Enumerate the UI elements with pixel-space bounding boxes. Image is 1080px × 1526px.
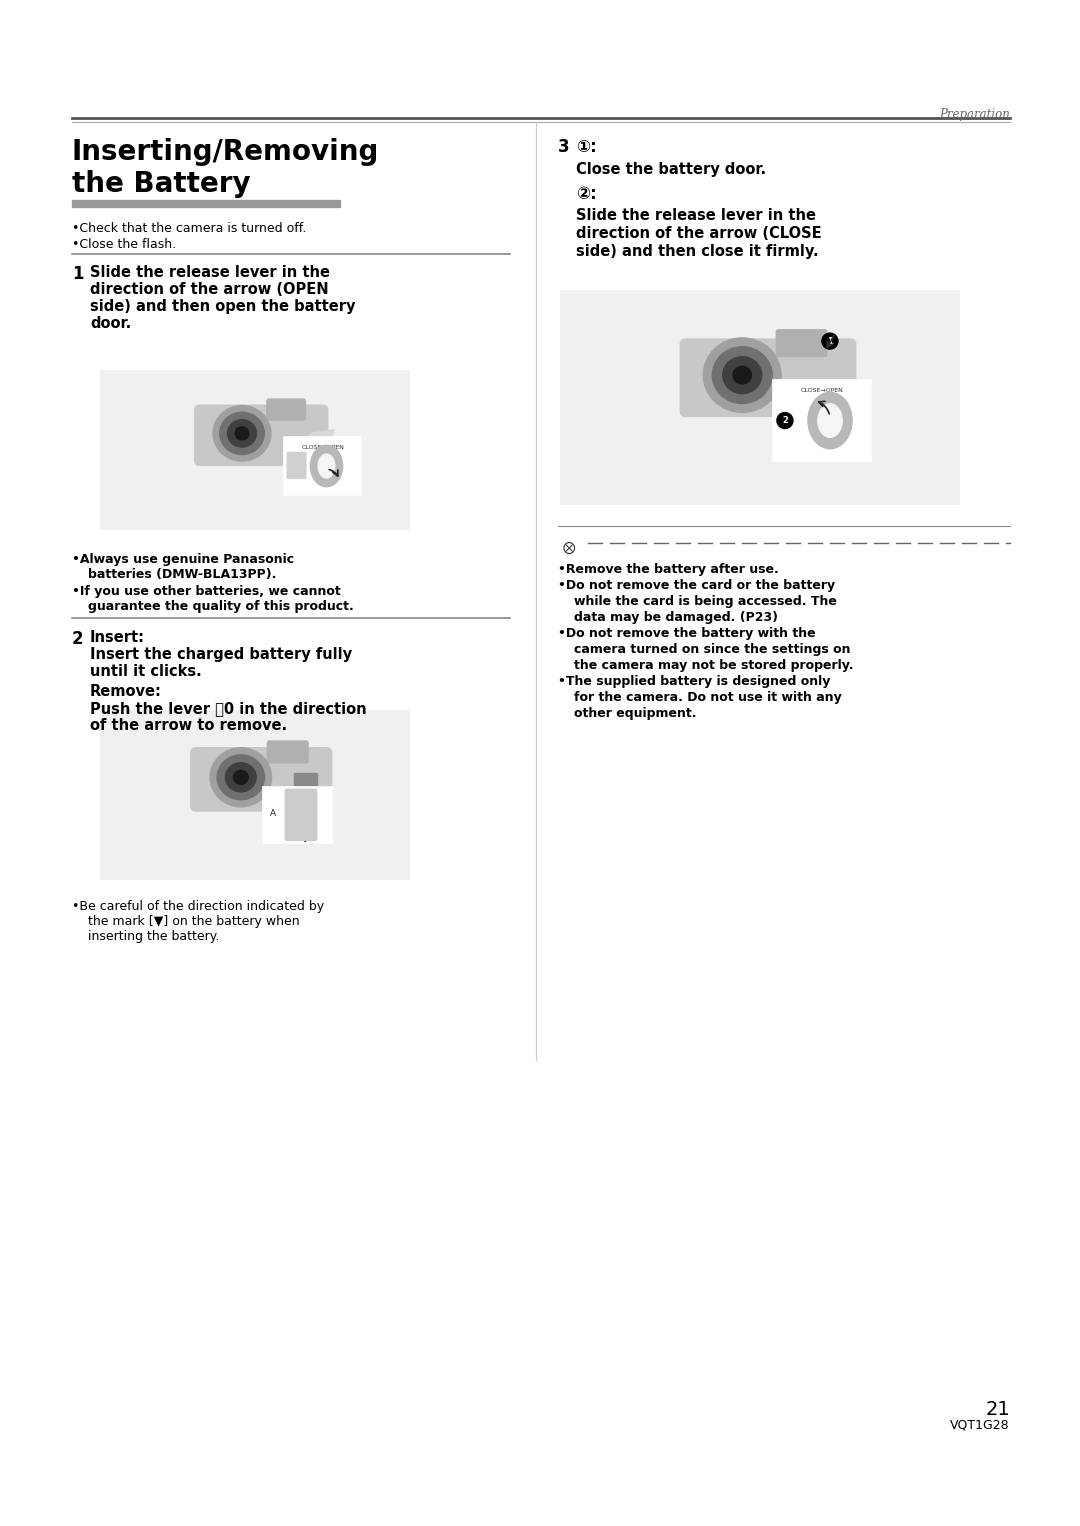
Circle shape [777, 412, 793, 429]
Text: ①:: ①: [576, 137, 597, 156]
Text: the Battery: the Battery [72, 169, 251, 198]
Circle shape [822, 333, 838, 349]
Text: •Remove the battery after use.: •Remove the battery after use. [558, 563, 779, 575]
Text: until it clicks.: until it clicks. [90, 664, 202, 679]
Text: •Check that the camera is turned off.: •Check that the camera is turned off. [72, 221, 307, 235]
Text: of the arrow to remove.: of the arrow to remove. [90, 719, 287, 732]
Text: 2: 2 [72, 630, 83, 649]
Ellipse shape [233, 771, 248, 784]
Text: Insert:: Insert: [90, 630, 145, 645]
Ellipse shape [219, 412, 265, 455]
Text: •Always use genuine Panasonic: •Always use genuine Panasonic [72, 552, 294, 566]
Ellipse shape [213, 406, 271, 461]
Bar [72, 200, 340, 208]
FancyBboxPatch shape [268, 742, 308, 763]
Text: 1: 1 [72, 266, 83, 282]
Bar [100, 710, 410, 881]
Ellipse shape [703, 337, 781, 412]
Text: •If you use other batteries, we cannot: •If you use other batteries, we cannot [72, 584, 341, 598]
Bar [773, 380, 872, 461]
Circle shape [266, 806, 281, 821]
Polygon shape [303, 429, 334, 456]
FancyBboxPatch shape [777, 330, 827, 357]
Text: •Do not remove the card or the battery: •Do not remove the card or the battery [558, 578, 835, 592]
Ellipse shape [228, 420, 257, 447]
Text: CLOSE→OPEN: CLOSE→OPEN [800, 388, 843, 394]
Ellipse shape [217, 755, 265, 800]
Bar [558, 531, 580, 552]
Bar [100, 369, 410, 530]
Text: Insert the charged battery fully: Insert the charged battery fully [90, 647, 352, 662]
Text: data may be damaged. (P23): data may be damaged. (P23) [573, 610, 778, 624]
Ellipse shape [713, 346, 772, 403]
Text: the camera may not be stored properly.: the camera may not be stored properly. [573, 659, 853, 671]
FancyBboxPatch shape [267, 400, 306, 420]
FancyBboxPatch shape [191, 748, 332, 810]
Bar [284, 438, 361, 494]
Ellipse shape [226, 763, 256, 792]
Text: 2: 2 [782, 417, 788, 426]
Text: •Close the flash.: •Close the flash. [72, 238, 176, 250]
Text: guarantee the quality of this product.: guarantee the quality of this product. [87, 600, 354, 613]
Text: batteries (DMW-BLA13PP).: batteries (DMW-BLA13PP). [87, 568, 276, 581]
Text: Slide the release lever in the: Slide the release lever in the [576, 208, 816, 223]
Text: other equipment.: other equipment. [573, 707, 697, 720]
Ellipse shape [808, 392, 852, 449]
Ellipse shape [818, 404, 842, 438]
Text: camera turned on since the settings on: camera turned on since the settings on [573, 642, 851, 656]
Text: 3: 3 [558, 137, 569, 156]
FancyBboxPatch shape [285, 789, 316, 841]
Text: door.: door. [90, 316, 132, 331]
Text: A: A [270, 809, 276, 818]
Text: Close the battery door.: Close the battery door. [576, 162, 766, 177]
Text: Remove:: Remove: [90, 684, 162, 699]
Text: side) and then close it firmly.: side) and then close it firmly. [576, 244, 819, 259]
Text: Preparation: Preparation [940, 108, 1010, 121]
Ellipse shape [235, 427, 248, 439]
FancyArrowPatch shape [303, 800, 312, 807]
Ellipse shape [310, 446, 342, 487]
Text: the mark [▼] on the battery when: the mark [▼] on the battery when [87, 916, 299, 928]
FancyBboxPatch shape [287, 452, 306, 479]
Text: 1: 1 [827, 337, 833, 345]
Text: inserting the battery.: inserting the battery. [87, 929, 219, 943]
Text: Push the lever ⑀0 in the direction: Push the lever ⑀0 in the direction [90, 700, 366, 716]
Text: CLOSE→OPEN: CLOSE→OPEN [301, 446, 345, 450]
Ellipse shape [211, 748, 271, 807]
Text: Slide the release lever in the: Slide the release lever in the [90, 266, 330, 279]
Text: ⨂: ⨂ [563, 542, 576, 555]
Text: •The supplied battery is designed only: •The supplied battery is designed only [558, 674, 831, 688]
Bar [294, 774, 316, 810]
Text: 21: 21 [985, 1399, 1010, 1419]
Ellipse shape [723, 357, 761, 394]
Text: direction of the arrow (OPEN: direction of the arrow (OPEN [90, 282, 328, 298]
Text: Inserting/Removing: Inserting/Removing [72, 137, 379, 166]
Bar [262, 787, 333, 842]
Ellipse shape [318, 453, 335, 478]
Text: •Do not remove the battery with the: •Do not remove the battery with the [558, 627, 815, 639]
Ellipse shape [733, 366, 752, 385]
Text: while the card is being accessed. The: while the card is being accessed. The [573, 595, 837, 607]
FancyBboxPatch shape [194, 406, 327, 465]
Text: ②:: ②: [576, 185, 597, 203]
FancyBboxPatch shape [680, 339, 855, 417]
Text: VQT1G28: VQT1G28 [950, 1418, 1010, 1431]
Text: for the camera. Do not use it with any: for the camera. Do not use it with any [573, 691, 841, 703]
FancyBboxPatch shape [295, 792, 316, 835]
Text: direction of the arrow (CLOSE: direction of the arrow (CLOSE [576, 226, 822, 241]
Text: side) and then open the battery: side) and then open the battery [90, 299, 355, 314]
Text: •Be careful of the direction indicated by: •Be careful of the direction indicated b… [72, 900, 324, 913]
Bar [561, 290, 960, 505]
